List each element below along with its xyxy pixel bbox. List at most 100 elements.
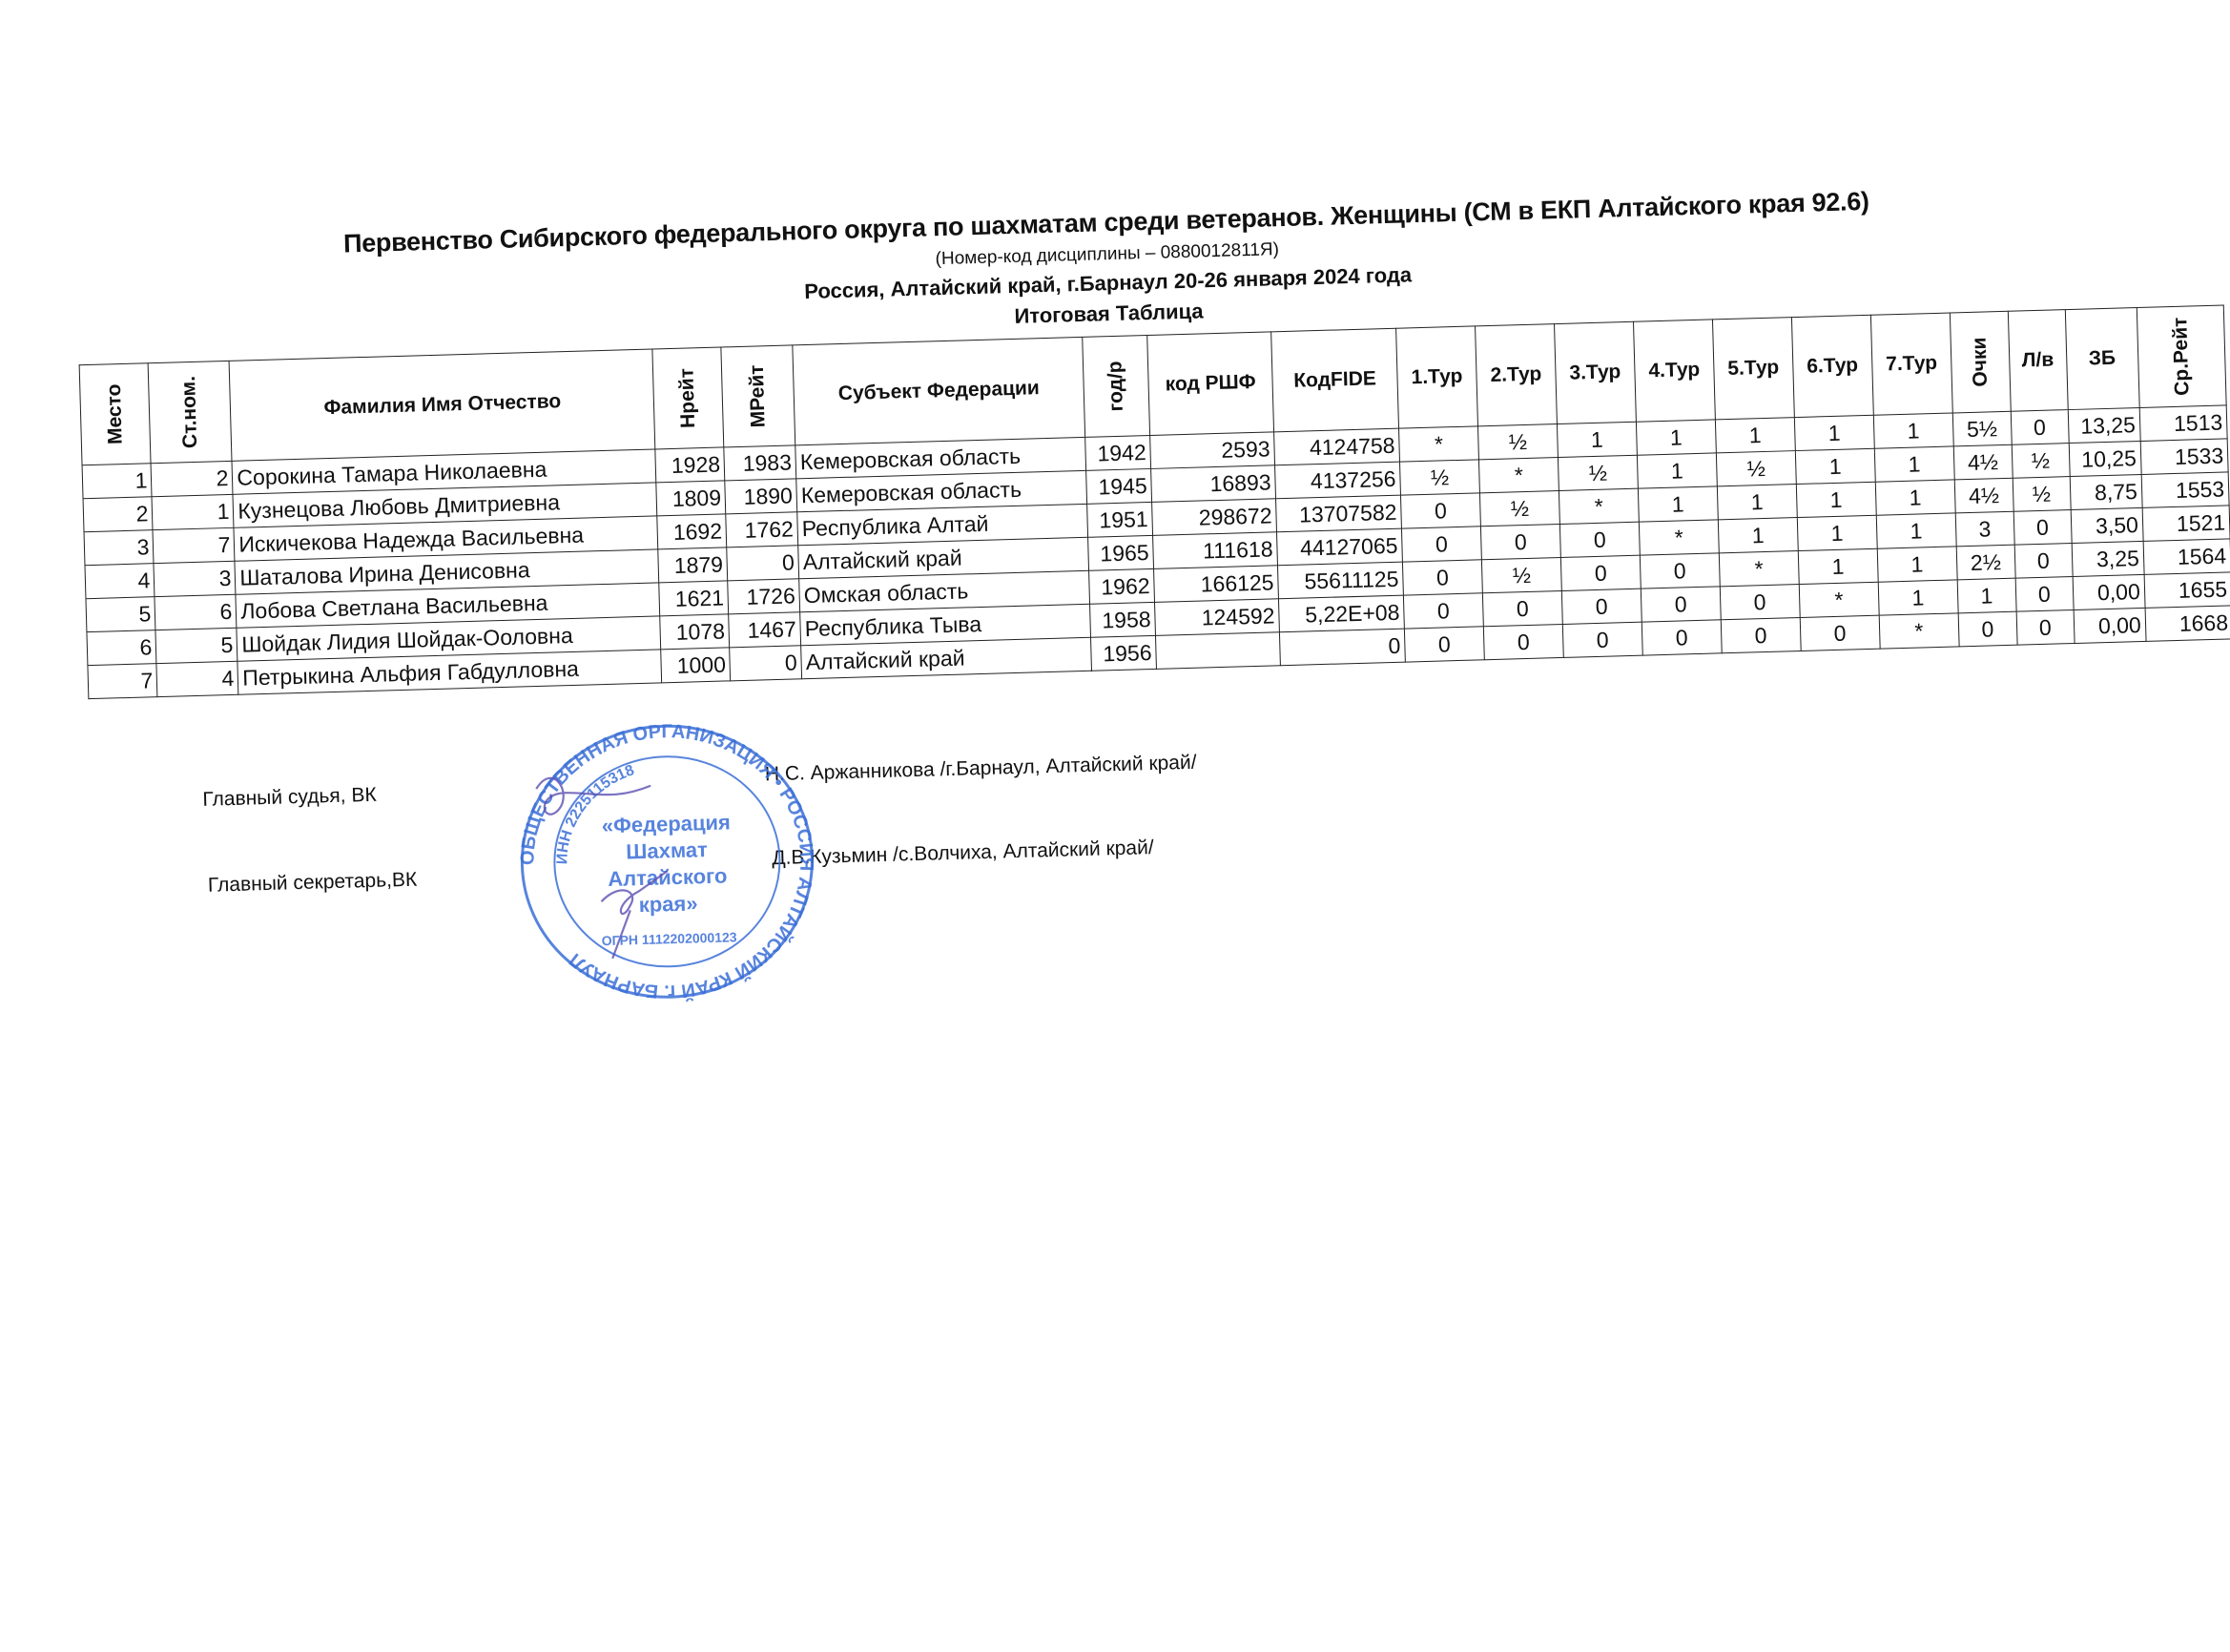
column-header-round-5: 5.Тур — [1712, 317, 1795, 420]
cell-points: 0 — [1957, 611, 2017, 647]
cell-m-rating: 1890 — [725, 478, 797, 514]
column-header-place: Место — [79, 362, 152, 465]
column-header-label: код РШФ — [1165, 370, 1256, 396]
column-header-fide-code: КодFIDE — [1270, 328, 1399, 432]
column-header-label: ЗБ — [2088, 346, 2116, 370]
column-header-lv: Л/в — [2008, 309, 2068, 412]
cell-birth-year: 1962 — [1088, 568, 1155, 605]
cell-round-5: 1 — [1717, 484, 1798, 520]
cell-fide-code: 44127065 — [1276, 528, 1403, 566]
cell-lv: ½ — [2012, 476, 2071, 512]
cell-round-6: 1 — [1798, 548, 1879, 585]
cell-fide-code: 55611125 — [1277, 562, 1404, 599]
organization-stamp: ОБЩЕСТВЕННАЯ ОРГАНИЗАЦИЯ • РОССИЯ АЛТАЙС… — [513, 717, 821, 1008]
cell-m-rating: 0 — [729, 645, 802, 681]
secretary-label: Главный секретарь,ВК — [207, 868, 418, 897]
column-header-round-7: 7.Тур — [1870, 313, 1953, 416]
cell-round-2: ½ — [1477, 423, 1559, 460]
cell-round-5: 0 — [1720, 584, 1801, 620]
cell-round-3: 1 — [1557, 422, 1638, 458]
cell-start-number: 3 — [154, 561, 237, 597]
cell-m-rating: 1726 — [727, 578, 800, 614]
cell-rcf-code: 124592 — [1154, 598, 1280, 636]
column-header-avg-rating: Ср.Рейт — [2136, 304, 2227, 408]
column-header-label: 1.Тур — [1411, 364, 1463, 389]
cell-round-2: 0 — [1482, 590, 1563, 627]
cell-place: 7 — [87, 663, 158, 699]
cell-rcf-code: 16893 — [1150, 465, 1276, 503]
column-header-points: Очки — [1950, 311, 2011, 413]
cell-round-2: 0 — [1480, 524, 1561, 560]
cell-m-rating: 0 — [726, 545, 799, 581]
cell-round-3: ½ — [1558, 455, 1639, 491]
cell-points: 2½ — [1955, 545, 2015, 580]
cell-federation-subject: Алтайский край — [800, 637, 1092, 679]
column-header-label: КодFIDE — [1292, 367, 1377, 392]
column-header-m-rating: МРейт — [721, 344, 795, 447]
cell-place: 6 — [86, 630, 157, 666]
column-header-n-rating: Нрейт — [652, 346, 725, 449]
cell-lv: 0 — [2013, 543, 2073, 579]
cell-n-rating: 1078 — [660, 613, 730, 650]
cell-points: 4½ — [1953, 444, 2013, 480]
cell-round-6: 0 — [1800, 615, 1880, 651]
cell-start-number: 4 — [156, 661, 239, 697]
cell-round-1: 0 — [1402, 559, 1483, 596]
cell-round-5: ½ — [1716, 450, 1797, 486]
column-header-round-1: 1.Тур — [1395, 325, 1478, 429]
column-header-round-6: 6.Тур — [1791, 315, 1874, 418]
column-header-label: 5.Тур — [1727, 356, 1780, 381]
column-header-round-3: 3.Тур — [1554, 321, 1637, 424]
cell-rcf-code: 298672 — [1151, 498, 1277, 536]
cell-round-4: 0 — [1640, 552, 1721, 589]
column-header-label: Ср.Рейт — [2168, 317, 2194, 397]
cell-avg-rating: 1553 — [2140, 471, 2230, 508]
cell-start-number: 7 — [153, 527, 236, 564]
cell-n-rating: 1879 — [658, 547, 728, 583]
cell-tiebreak: 13,25 — [2067, 407, 2140, 444]
cell-m-rating: 1762 — [726, 511, 798, 547]
cell-round-5: * — [1719, 550, 1800, 587]
cell-points: 4½ — [1954, 478, 2013, 513]
cell-round-6: * — [1799, 582, 1879, 618]
cell-avg-rating: 1655 — [2143, 571, 2230, 609]
cell-round-6: 1 — [1796, 482, 1877, 518]
cell-lv: 0 — [2014, 576, 2074, 612]
column-header-label: 3.Тур — [1569, 361, 1621, 384]
cell-round-3: 0 — [1559, 522, 1641, 558]
cell-fide-code: 4124758 — [1273, 428, 1400, 465]
cell-avg-rating: 1513 — [2138, 404, 2228, 442]
cell-round-7: * — [1878, 612, 1959, 650]
cell-lv: 0 — [2010, 409, 2069, 445]
column-header-full-name: Фамилия Имя Отчество — [229, 348, 656, 462]
cell-round-2: * — [1478, 457, 1559, 493]
judge-label: Главный судья, ВК — [202, 783, 377, 811]
cell-birth-year: 1942 — [1084, 435, 1151, 471]
cell-tiebreak: 0,00 — [2073, 608, 2146, 644]
cell-points: 1 — [1956, 578, 2016, 613]
cell-tiebreak: 8,75 — [2069, 474, 2142, 510]
column-header-label: 2.Тур — [1490, 362, 1542, 386]
column-header-label: МРейт — [746, 364, 770, 428]
cell-tiebreak: 10,25 — [2068, 441, 2141, 477]
svg-text:края»: края» — [638, 891, 697, 917]
cell-round-4: 0 — [1642, 619, 1723, 656]
cell-birth-year: 1956 — [1090, 635, 1157, 671]
cell-round-1: 0 — [1400, 492, 1481, 529]
cell-avg-rating: 1668 — [2144, 605, 2230, 642]
column-header-round-2: 2.Тур — [1475, 323, 1558, 426]
cell-round-4: 0 — [1641, 586, 1722, 623]
cell-avg-rating: 1564 — [2142, 538, 2230, 575]
svg-text:«Федерация: «Федерация — [601, 810, 731, 837]
cell-start-number: 1 — [152, 494, 235, 530]
cell-lv: 0 — [2015, 609, 2075, 646]
cell-n-rating: 1621 — [659, 580, 729, 616]
column-header-label: 6.Тур — [1806, 354, 1859, 378]
cell-round-2: ½ — [1479, 490, 1560, 527]
cell-points: 5½ — [1952, 411, 2012, 446]
cell-rcf-code: 2593 — [1149, 431, 1275, 469]
cell-round-4: * — [1639, 519, 1720, 556]
cell-round-2: 0 — [1483, 624, 1564, 660]
cell-round-4: 1 — [1637, 452, 1718, 489]
column-header-round-4: 4.Тур — [1633, 319, 1716, 423]
